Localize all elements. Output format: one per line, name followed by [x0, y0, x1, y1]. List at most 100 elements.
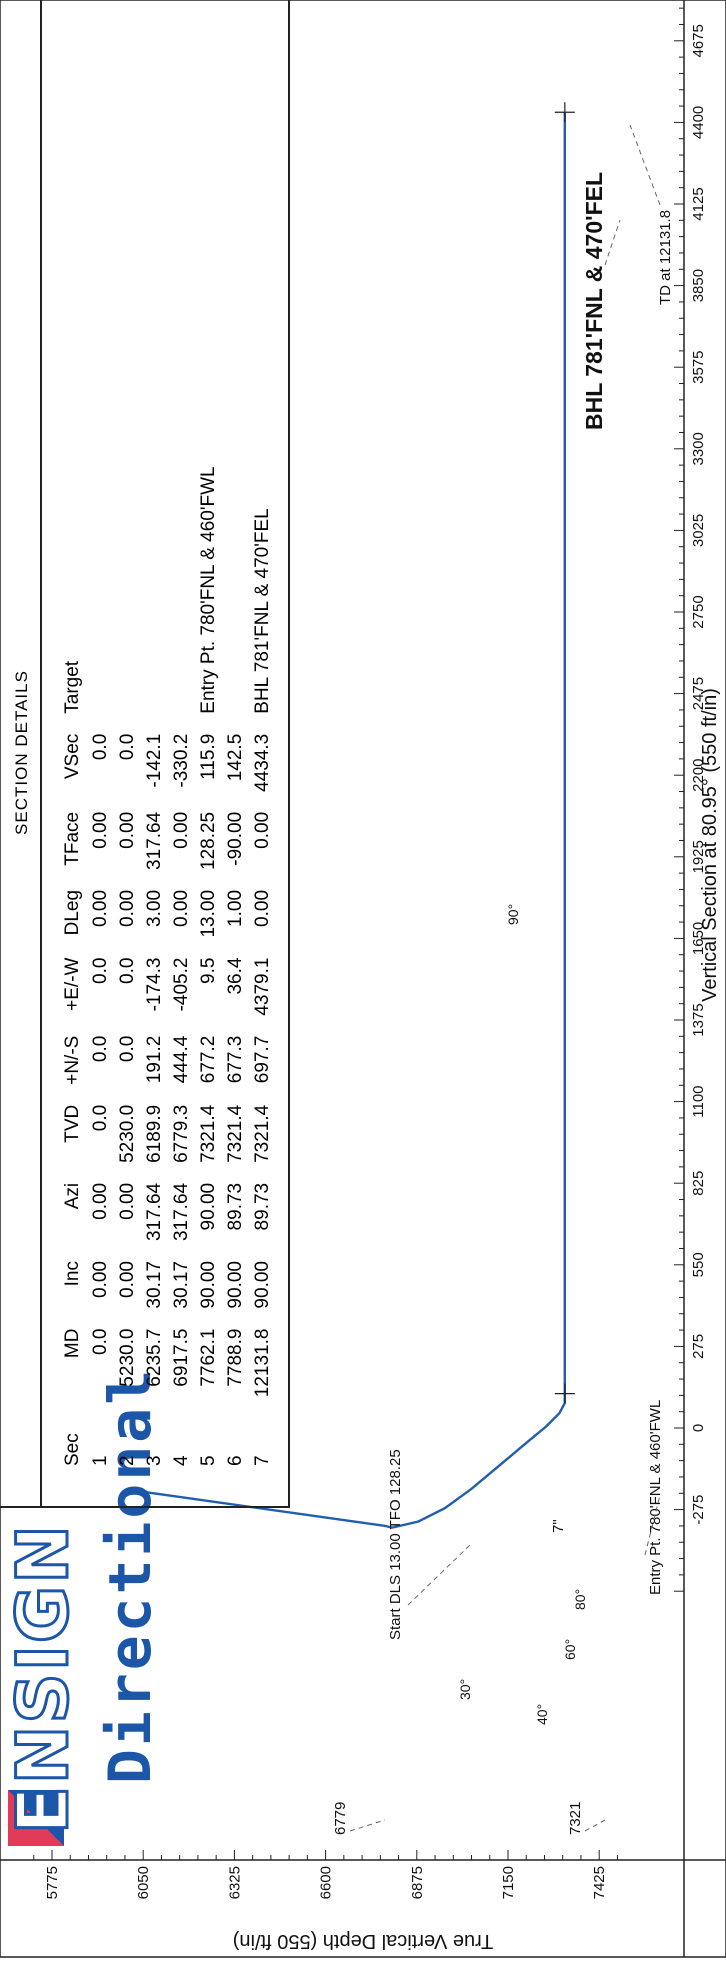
x-tick-label: 3575 — [690, 351, 707, 384]
column-header: VSec — [61, 733, 83, 780]
table-row: 6 7788.9 90.00 89.73 7321.4 677.3 36.4 1.00 -90.… — [222, 456, 249, 1476]
start-dls-label: Start DLS 13.00 TFO 128.25 — [387, 1449, 404, 1640]
table-cell: 1.00 — [224, 889, 246, 927]
table-cell: 317.64 — [143, 811, 165, 870]
path-markers — [554, 102, 575, 1404]
table-cell: 5230.0 — [116, 1104, 138, 1163]
start-dls-leader — [407, 1544, 471, 1606]
table-cell: 0.00 — [116, 1261, 138, 1298]
table-cell: 89.73 — [224, 1182, 246, 1231]
bhl-label: BHL 781'FNL & 470'FEL — [581, 172, 607, 430]
table-cell: 0.0 — [89, 733, 111, 761]
y-axis-label: True Vertical Depth (550 ft/in) — [233, 1930, 494, 1952]
table-cell: 0.00 — [89, 1182, 111, 1220]
table-cell: 0.00 — [251, 889, 273, 927]
table-cell: 0.0 — [116, 1035, 138, 1063]
x-tick-label: 825 — [690, 1171, 707, 1196]
x-axis: -275 0 275 550 825 1100 1375 1650 1925 2200 2475 27… — [674, 7, 707, 1592]
x-tick-label: 2200 — [690, 759, 707, 792]
inc-label-30: 30° — [457, 1679, 473, 1700]
table-cell: 7321.4 — [251, 1104, 273, 1163]
table-cell: 6189.9 — [143, 1104, 165, 1163]
table-cell: 0.00 — [89, 889, 111, 927]
table-cell: 6917.5 — [170, 1328, 192, 1387]
table-cell: 677.2 — [197, 1035, 219, 1084]
x-tick-label: 2475 — [690, 677, 707, 710]
table-cell: 90.00 — [197, 1261, 219, 1309]
entry-leader — [644, 1494, 661, 1556]
x-tick-label: 1100 — [690, 1085, 707, 1117]
table-body: 1 0.0 0.00 0.00 0.0 0.0 0.0 0.00 0.00 0.0 2 5230.0 0… — [87, 456, 276, 1476]
table-cell — [168, 456, 195, 723]
md-6779-leader — [349, 1819, 386, 1832]
section-details-panel: SECTION DETAILS Sec MD Inc Azi TVD +N/-S +E/-W… — [0, 0, 290, 1508]
table-row: 7 12131.8 90.00 89.73 7321.4 697.7 4379.1 0.00 0… — [249, 456, 276, 1476]
table-cell: 89.73 — [251, 1182, 273, 1231]
x-tick-label: 4675 — [690, 24, 707, 57]
table-cell: 0.00 — [116, 811, 138, 849]
x-tick-label: 3850 — [690, 269, 707, 302]
column-header: Sec — [61, 1433, 83, 1466]
column-header: Azi — [61, 1182, 83, 1210]
table-cell: 317.64 — [143, 1182, 165, 1242]
x-tick-label: 1375 — [690, 1003, 707, 1036]
column-header: Target — [61, 660, 83, 714]
inc-label-90: 90° — [505, 904, 521, 925]
table-cell: -405.2 — [170, 957, 192, 1012]
table-cell: 444.4 — [170, 1035, 192, 1084]
column-header: DLeg — [61, 889, 83, 936]
table-cell: 90.00 — [197, 1182, 219, 1231]
column-header: +E/-W — [61, 957, 83, 1011]
table-cell: -142.1 — [143, 733, 165, 788]
y-tick-label: 6325 — [226, 1866, 243, 1899]
table-cell: -174.3 — [143, 957, 165, 1012]
table-cell: 13.00 — [197, 889, 219, 938]
x-tick-label: 0 — [690, 1424, 707, 1432]
table-row: 1 0.0 0.00 0.00 0.0 0.0 0.0 0.00 0.00 0.0 — [87, 456, 114, 1476]
table-cell: 4379.1 — [251, 957, 273, 1016]
table-cell: 6235.7 — [143, 1328, 165, 1387]
y-tick-label: 7150 — [500, 1866, 517, 1899]
table-cell: 0.0 — [89, 1035, 111, 1063]
bhl-leader — [604, 219, 621, 266]
table-cell — [114, 456, 141, 723]
y-tick-label: 6875 — [409, 1866, 426, 1899]
ensign-logo: ENSIGN Directional — [0, 1367, 176, 1860]
table-cell: 0.0 — [89, 1104, 111, 1132]
column-header: Inc — [61, 1261, 83, 1287]
table-cell: 36.4 — [224, 957, 246, 995]
table-cell: 0.00 — [170, 889, 192, 927]
entry-point-label: Entry Pt. 780'FNL & 460'FWL — [647, 1400, 664, 1595]
logo-name: ENSIGN — [1, 1522, 86, 1836]
table-cell: 3 — [143, 1455, 165, 1466]
table-cell: 1 — [89, 1455, 111, 1466]
table-cell: BHL 781'FNL & 470'FEL — [251, 508, 273, 714]
table-cell: 0.00 — [251, 811, 273, 849]
table-cell: 6 — [224, 1455, 246, 1466]
table-cell: 0.0 — [89, 957, 111, 984]
md-7321-label: 7321 — [567, 1802, 584, 1835]
table-cell: 7762.1 — [197, 1328, 219, 1387]
table-cell: Entry Pt. 780'FNL & 460'FWL — [197, 466, 219, 714]
section-details-table: Sec MD Inc Azi TVD +N/-S +E/-W DLeg TFace VSec Tar… — [58, 456, 276, 1476]
table-cell: 115.9 — [197, 733, 219, 780]
x-tick-label: 4400 — [690, 106, 707, 139]
y-tick-label: 6600 — [318, 1866, 335, 1899]
md-6779-label: 6779 — [332, 1802, 349, 1835]
column-header: TVD — [61, 1104, 83, 1143]
table-cell: 677.3 — [224, 1035, 246, 1084]
x-tick-label: 275 — [690, 1334, 707, 1359]
table-cell: 90.00 — [224, 1261, 246, 1309]
table-cell — [141, 456, 168, 723]
table-cell: 317.64 — [170, 1182, 192, 1242]
well-path-line — [143, 112, 566, 1529]
table-cell: 7788.9 — [224, 1328, 246, 1387]
inc-label-40: 40° — [534, 1704, 550, 1725]
table-row: 4 6917.5 30.17 317.64 6779.3 444.4 -405.2 0.00 0… — [168, 456, 195, 1476]
x-tick-label: 550 — [690, 1252, 707, 1277]
table-cell: 9.5 — [197, 957, 219, 984]
table-cell: 0.0 — [116, 733, 138, 761]
